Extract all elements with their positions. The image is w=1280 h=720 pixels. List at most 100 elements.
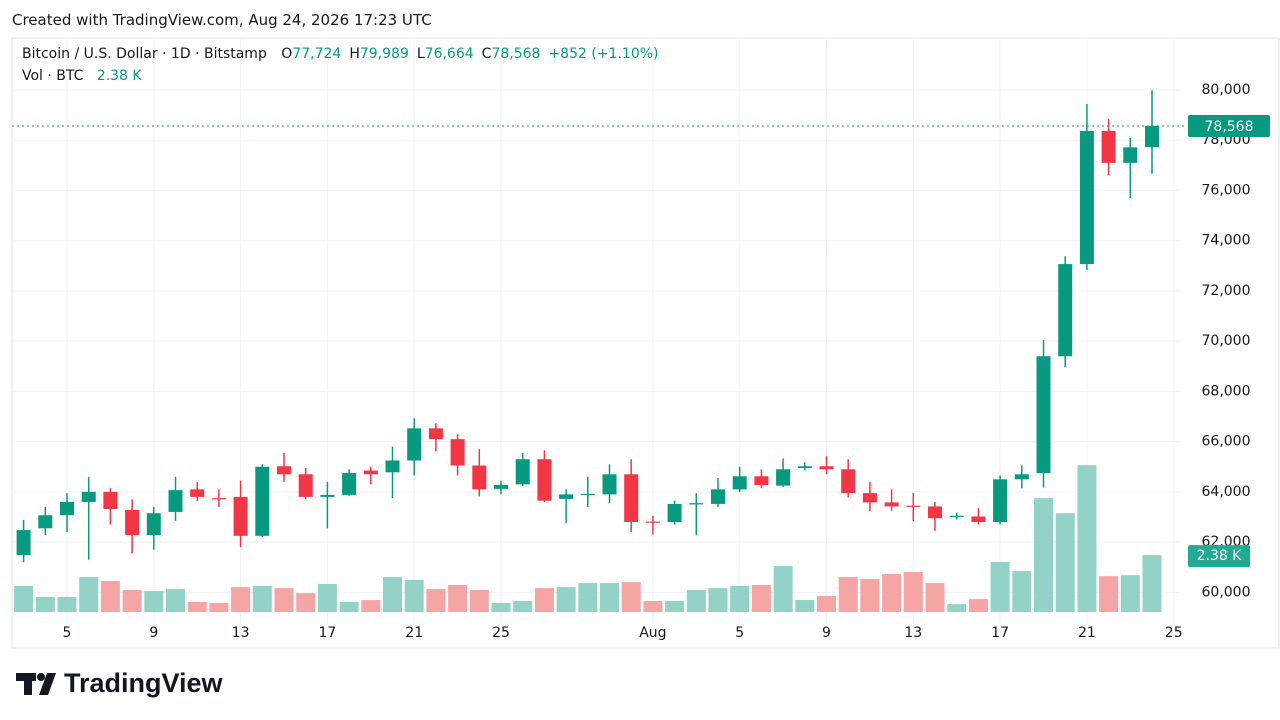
candles (16, 90, 1159, 563)
volume-bar (665, 600, 685, 612)
candle-body (342, 473, 357, 495)
volume-bar (1099, 576, 1119, 612)
volume-bar (100, 580, 120, 612)
candle-body (450, 439, 465, 466)
candle-body (1058, 264, 1073, 357)
x-tick-label: 9 (149, 625, 158, 641)
y-tick-label: 80,000 (1202, 82, 1251, 98)
candle-body (971, 516, 986, 523)
candle-body (559, 494, 574, 499)
y-tick-label: 68,000 (1202, 383, 1251, 399)
legend-key: H (349, 46, 360, 62)
x-tick-label: Aug (639, 625, 666, 641)
candle-body (320, 494, 335, 497)
volume-bar (317, 584, 337, 612)
legend-key: L (416, 46, 425, 62)
candle-body (233, 496, 248, 536)
volume-bar (404, 579, 424, 612)
x-tick-label: 25 (1165, 625, 1183, 641)
candle-body (255, 466, 270, 536)
logo-icon (24, 673, 32, 695)
volume-bar (708, 588, 728, 612)
volume-bar (1120, 575, 1140, 612)
volume-bar (882, 573, 902, 612)
volume-bar (491, 602, 511, 612)
legend-value: 79,989 (359, 46, 409, 62)
volume-bar (513, 600, 533, 612)
candle-body (125, 509, 140, 536)
candle-body (277, 466, 291, 475)
x-tick-label: 17 (991, 625, 1009, 641)
candle-body (732, 476, 747, 490)
last-price-label: 78,568 (1205, 119, 1254, 135)
volume-bar (643, 600, 663, 612)
candle-body (146, 513, 161, 536)
volume-bar (947, 604, 967, 612)
volume-bar (795, 600, 815, 612)
volume-bar (122, 589, 142, 612)
volume-bar (57, 596, 77, 612)
volume-bar (1055, 513, 1075, 612)
volume-bar (339, 601, 359, 612)
volume-bar (600, 583, 619, 612)
volume-bar (35, 596, 55, 612)
x-tick-label: 17 (318, 625, 336, 641)
volume-value: 2.38 K (96, 68, 142, 84)
volume-bar (903, 572, 923, 612)
volume-bar (469, 589, 489, 612)
x-tick-label: 5 (63, 625, 72, 641)
volume-bar (556, 587, 576, 612)
candle-body (1036, 356, 1051, 474)
candle-body (624, 474, 639, 523)
ohlc-legend: Bitcoin / U.S. Dollar · 1D · Bitstamp O 7… (22, 46, 658, 62)
candle-body (711, 489, 725, 504)
volume-bar (209, 602, 229, 612)
y-tick-label: 60,000 (1202, 584, 1251, 600)
legend-change: +852 (+1.10%) (548, 46, 659, 62)
candle-body (1014, 474, 1029, 480)
volume-pane (14, 465, 1162, 612)
candle-body (1079, 130, 1094, 265)
x-tick-label: 13 (232, 625, 250, 641)
candle-body (884, 502, 899, 507)
candle-body (949, 515, 964, 517)
volume-bar (968, 599, 988, 612)
candle-body (298, 474, 313, 497)
legend-title: Bitcoin / U.S. Dollar · 1D · Bitstamp (22, 46, 267, 62)
volume-bar (773, 566, 793, 612)
candle-body (60, 501, 74, 516)
candle-body (103, 491, 118, 509)
logo-icon (39, 673, 56, 695)
x-tick-label: 25 (492, 625, 510, 641)
grid (12, 38, 1180, 625)
x-tick-label: 21 (405, 625, 423, 641)
candle-body (1145, 125, 1159, 148)
volume-bar (817, 595, 836, 612)
legend-value: 78,568 (491, 46, 541, 62)
volume-bar (252, 585, 272, 612)
volume-bar (426, 589, 446, 612)
volume-bar (296, 593, 316, 612)
volume-bar (925, 583, 945, 612)
candle-body (602, 474, 617, 495)
volume-bar (1142, 555, 1162, 612)
candle-body (81, 491, 96, 502)
y-tick-label: 70,000 (1202, 333, 1251, 349)
volume-bar (1034, 498, 1053, 612)
volume-bar (1012, 571, 1032, 612)
legend-key: O (281, 46, 293, 62)
candle-body (211, 498, 226, 500)
volume-bar (860, 578, 880, 612)
volume-title: Vol · BTC (22, 68, 84, 84)
candle-body (797, 466, 812, 469)
volume-bar (79, 577, 99, 612)
volume-bar (578, 583, 598, 612)
candle-body (385, 460, 400, 473)
volume-bar (187, 601, 207, 612)
axes: 60,00062,00064,00066,00068,00070,00072,0… (12, 82, 1279, 649)
logo-icon (37, 673, 45, 681)
volume-bar (448, 584, 468, 612)
volume-bar (383, 577, 402, 612)
candle-body (689, 503, 704, 505)
